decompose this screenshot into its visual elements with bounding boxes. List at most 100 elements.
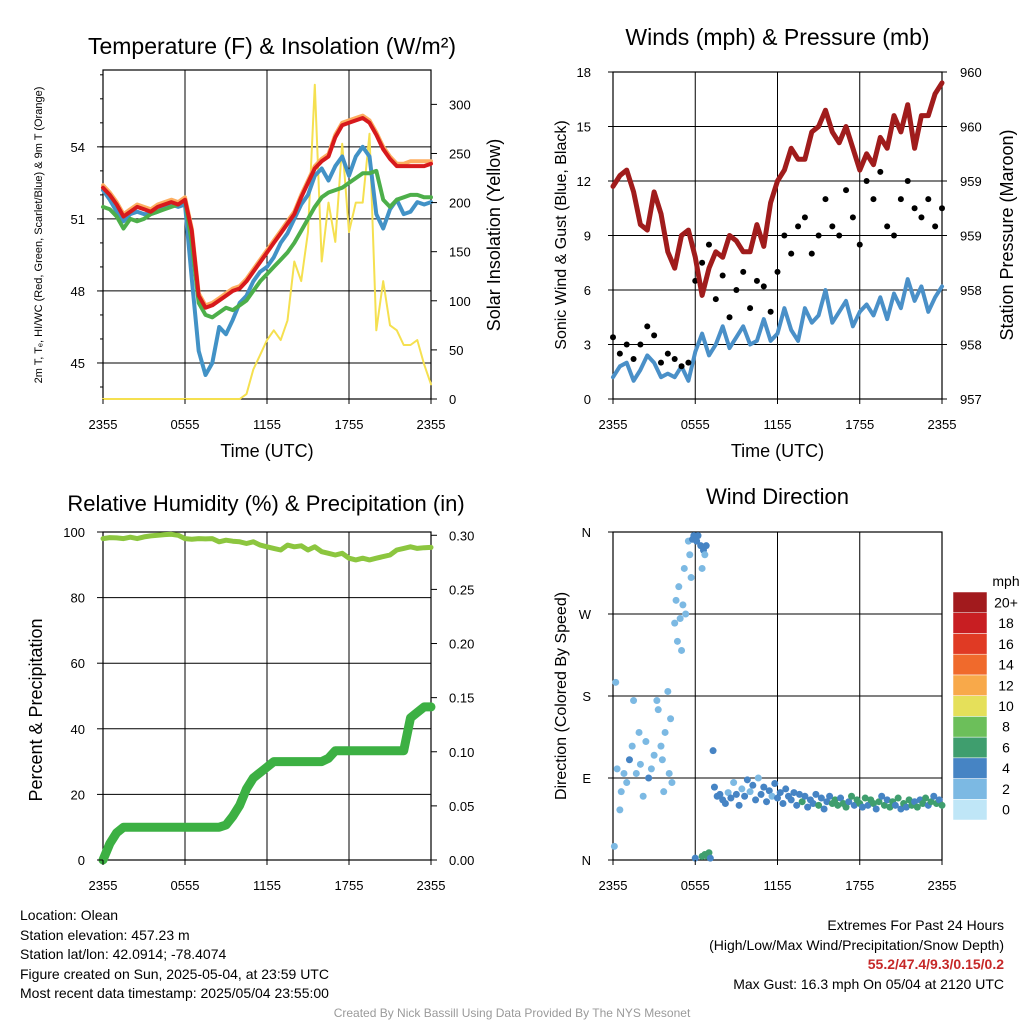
wind-direction-point — [845, 798, 853, 806]
wind-direction-point — [682, 610, 690, 618]
wind-direction-point — [730, 779, 738, 787]
temp-chart-ylabel: 2m T, Tₑ, HI/WC (Red, Green, Scarlet/Blu… — [33, 87, 45, 384]
wind-direction-point — [658, 756, 666, 764]
temp-chart-grid — [102, 70, 432, 399]
wind-direction-point — [765, 787, 773, 795]
direction-chart-xtick-label: 1755 — [845, 878, 874, 893]
colorbar-swatch — [952, 633, 988, 655]
wind-direction-point — [826, 792, 834, 800]
wind-direction-point — [927, 798, 935, 806]
wind-direction-point — [620, 769, 628, 777]
gust-point — [911, 205, 918, 212]
gust-point — [740, 268, 747, 275]
credit-text: Created By Nick Bassill Using Data Provi… — [333, 1006, 691, 1020]
wind-direction-point — [858, 803, 866, 811]
wind-chart-xtick-label: 0555 — [681, 417, 710, 432]
gust-point — [644, 323, 651, 330]
wind-direction-point — [686, 551, 694, 559]
wind-direction-point — [817, 794, 825, 802]
wind-direction-point — [668, 779, 676, 787]
colorbar-label: 10 — [998, 698, 1014, 714]
wind-direction-point — [804, 803, 812, 811]
gust-point — [657, 359, 664, 366]
wind-direction-point — [701, 551, 709, 559]
wind-direction-point — [743, 776, 751, 784]
temp-chart-xlabel: Time (UTC) — [220, 441, 313, 461]
wind-direction-point — [913, 803, 921, 811]
rh-chart-ytick-label: 100 — [63, 525, 85, 540]
wind-direction-point — [897, 805, 905, 813]
wind-direction-point — [795, 790, 803, 798]
wind-chart-y2tick-label: 960 — [960, 120, 982, 135]
wind-chart-ytick-label: 3 — [584, 338, 591, 353]
rh-chart-xtick-label: 1755 — [335, 878, 364, 893]
wind-direction-point — [771, 779, 779, 787]
wind-direction-point — [678, 646, 686, 654]
wind-direction-point — [727, 794, 735, 802]
gust-point — [863, 178, 870, 184]
wind-direction-point — [625, 756, 633, 764]
wind-direction-point — [635, 728, 643, 736]
colorbar-label: 12 — [998, 677, 1014, 693]
colorbar-swatch — [952, 591, 988, 613]
wind-chart-ytick-label: 6 — [584, 283, 591, 298]
wind-direction-point — [872, 805, 880, 813]
colorbar-swatch — [952, 716, 988, 738]
rh-chart-xtick-label: 2355 — [89, 878, 118, 893]
gust-point — [918, 214, 925, 221]
sonic-wind-line — [611, 277, 944, 383]
wind-direction-point — [721, 800, 729, 808]
temp-chart-ytick-label: 48 — [71, 284, 85, 299]
wind-direction-point — [665, 769, 673, 777]
wind-direction-point — [741, 792, 749, 800]
wind-chart-ylabel: Sonic Wind & Gust (Blue, Black) — [553, 120, 570, 349]
rh-chart-xtick-label: 0555 — [171, 878, 200, 893]
rh-chart-y2tick-label: 0.15 — [449, 691, 474, 706]
wind-direction-point — [657, 742, 665, 750]
rh-chart-y2tick-label: 0.30 — [449, 528, 474, 543]
temp-chart-y2tick-label: 0 — [449, 392, 456, 407]
gust-point — [774, 268, 781, 275]
wind-direction-point — [850, 801, 858, 809]
station-pressure-line — [610, 80, 945, 298]
direction-chart-xtick-label: 2355 — [928, 878, 957, 893]
wind-direction-point — [776, 789, 784, 797]
direction-chart-ytick-label: S — [582, 689, 591, 704]
gust-point — [836, 232, 843, 239]
wind-direction-point — [710, 783, 718, 791]
gust-point — [822, 196, 829, 203]
wind-direction-point — [749, 781, 757, 789]
wind-direction-point — [880, 801, 888, 809]
wind-direction-point — [905, 796, 913, 804]
wind-direction-point — [820, 805, 828, 813]
wind-direction-point — [738, 785, 746, 793]
gust-point — [829, 223, 836, 230]
wind-direction-point — [672, 596, 680, 604]
gust-point — [705, 241, 712, 248]
wind-direction-point — [834, 801, 842, 809]
colorbar-label: 14 — [998, 657, 1014, 673]
temp-chart-xtick-label: 2355 — [89, 417, 118, 432]
wind-direction-point — [763, 798, 771, 806]
gust-point — [843, 187, 850, 194]
wind-direction-point — [754, 774, 762, 782]
temp-chart-y2tick-label: 200 — [449, 196, 471, 211]
wind-direction-point — [848, 792, 856, 800]
gust-point — [671, 356, 678, 363]
extremes-title: Extremes For Past 24 Hours — [827, 917, 1004, 933]
wind-direction-point — [922, 794, 930, 802]
gust-point — [726, 314, 733, 321]
wind-direction-point — [687, 574, 695, 582]
rh-chart-ytick-label: 20 — [71, 787, 85, 802]
gust-point — [801, 214, 808, 221]
rh-chart-y2tick-label: 0.10 — [449, 745, 474, 760]
wind-direction-point — [628, 742, 636, 750]
wind-direction-point — [647, 765, 655, 773]
wind-direction-point — [702, 542, 710, 550]
wind-direction-point — [676, 615, 684, 623]
temp-chart-ytick-label: 45 — [71, 356, 85, 371]
wind-direction-point — [746, 788, 754, 796]
gust-point — [891, 232, 898, 239]
wind-direction-point — [935, 796, 943, 804]
wind-chart-y2tick-label: 960 — [960, 65, 982, 80]
